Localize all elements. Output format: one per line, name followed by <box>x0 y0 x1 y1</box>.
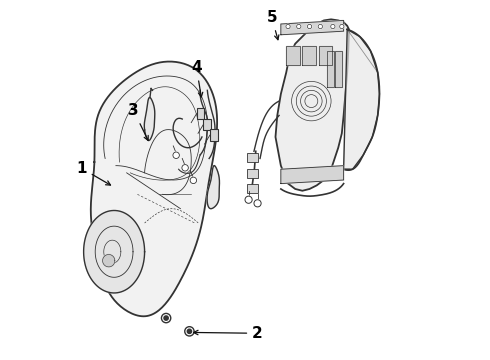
Circle shape <box>190 177 196 184</box>
Text: 2: 2 <box>194 326 263 341</box>
FancyBboxPatch shape <box>210 130 218 141</box>
Circle shape <box>331 24 335 29</box>
Polygon shape <box>144 98 155 140</box>
Text: 3: 3 <box>128 103 148 140</box>
Circle shape <box>187 329 192 333</box>
Text: 4: 4 <box>191 60 203 97</box>
Circle shape <box>340 24 344 29</box>
Polygon shape <box>281 21 343 35</box>
Polygon shape <box>327 51 334 87</box>
FancyBboxPatch shape <box>247 169 258 178</box>
Circle shape <box>318 24 322 29</box>
Text: 1: 1 <box>76 161 111 185</box>
Polygon shape <box>91 62 217 316</box>
FancyBboxPatch shape <box>196 108 204 120</box>
Circle shape <box>245 196 252 203</box>
FancyBboxPatch shape <box>203 119 211 130</box>
Polygon shape <box>207 166 220 209</box>
Circle shape <box>185 327 194 336</box>
Circle shape <box>296 24 301 29</box>
Circle shape <box>161 314 171 323</box>
Circle shape <box>286 24 290 29</box>
Polygon shape <box>335 51 342 87</box>
FancyBboxPatch shape <box>247 153 258 162</box>
Circle shape <box>307 24 312 29</box>
Circle shape <box>173 152 179 158</box>
Polygon shape <box>318 45 332 65</box>
Polygon shape <box>286 45 300 65</box>
Polygon shape <box>281 166 343 184</box>
Text: 5: 5 <box>267 10 279 40</box>
Circle shape <box>254 200 261 207</box>
Circle shape <box>182 165 188 171</box>
Polygon shape <box>102 255 115 267</box>
FancyBboxPatch shape <box>247 184 258 193</box>
Polygon shape <box>275 19 349 191</box>
Circle shape <box>164 316 168 320</box>
Polygon shape <box>84 211 145 293</box>
Polygon shape <box>343 30 379 169</box>
Polygon shape <box>302 45 316 65</box>
